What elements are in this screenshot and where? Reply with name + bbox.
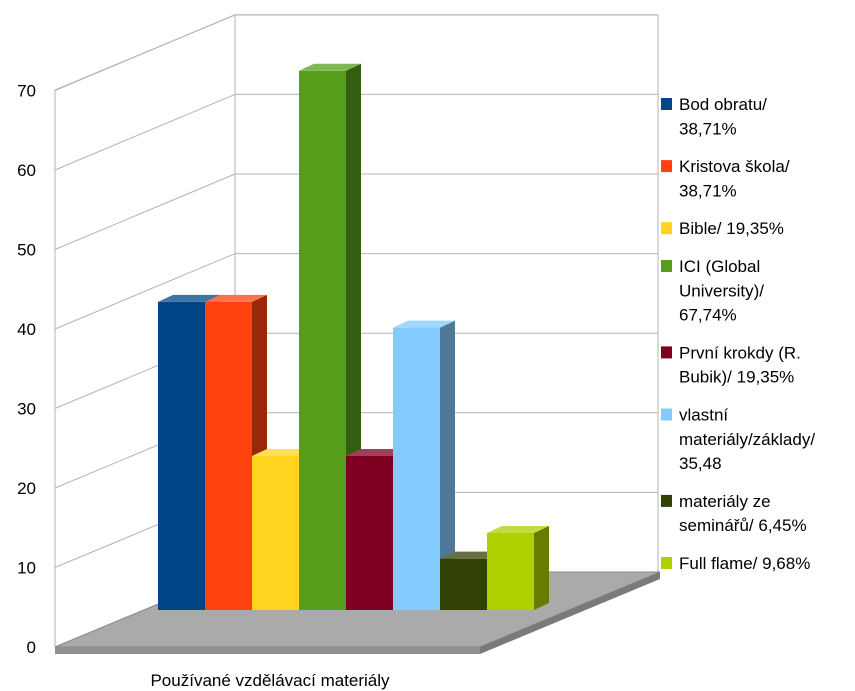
legend-item: materiály ze seminářů/ 6,45% [661, 492, 807, 535]
legend: Bod obratu/38,71%Kristova škola/38,71%Bi… [661, 95, 815, 573]
legend-item: Kristova škola/38,71% [661, 157, 790, 200]
legend-swatch [661, 346, 672, 359]
y-tick-label: 50 [17, 241, 36, 260]
legend-swatch [661, 557, 672, 569]
y-tick-label: 40 [17, 320, 36, 339]
legend-label: materiály ze [679, 492, 771, 511]
bar-front [205, 301, 252, 610]
floor-front-edge [55, 647, 480, 654]
bar-front [440, 558, 487, 610]
legend-item: Full flame/ 9,68% [661, 554, 810, 573]
legend-swatch [661, 260, 672, 272]
bar-side [534, 525, 549, 610]
bar-top [393, 320, 455, 328]
bar [393, 320, 455, 610]
legend-swatch [661, 494, 672, 507]
bar-top [440, 551, 502, 559]
bar-front [346, 455, 393, 610]
bar-front [299, 70, 346, 610]
legend-label: materiály/základy/ [679, 430, 815, 449]
bar-front [252, 455, 299, 610]
bar-front [158, 301, 205, 610]
legend-item: Bod obratu/38,71% [661, 95, 767, 138]
legend-label: seminářů/ 6,45% [679, 516, 807, 535]
legend-label: 35,48 [679, 454, 722, 473]
legend-label: 67,74% [679, 306, 737, 325]
legend-swatch [661, 98, 672, 110]
legend-swatch [661, 408, 672, 421]
floor-side-edge [480, 572, 660, 654]
legend-label: Bible/ 19,35% [679, 219, 784, 238]
legend-label: vlastní [679, 406, 728, 425]
legend-label: Bod obratu/ [679, 95, 767, 114]
y-tick-label: 70 [17, 82, 36, 101]
bar-top [346, 448, 408, 456]
legend-label: 38,71% [679, 119, 737, 138]
legend-swatch [661, 222, 672, 235]
y-axis: 0 10 20 30 40 50 60 70 [17, 82, 36, 658]
x-axis-label: Používané vzdělávací materiály [150, 671, 390, 690]
legend-label: První krokdy (R. [679, 343, 801, 362]
y-tick-label: 0 [27, 638, 36, 657]
bar-front [487, 532, 534, 610]
bar-top [299, 63, 361, 71]
bar-front [393, 327, 440, 610]
bar [487, 525, 549, 610]
gridline-side [54, 173, 236, 250]
gridline-side [54, 93, 236, 171]
bar-top [205, 294, 267, 302]
legend-label: ICI (Global [679, 257, 760, 276]
legend-item: První krokdy (R. Bubik)/ 19,35% [661, 343, 801, 387]
legend-item: ICI (Global University)/ 67,74% [661, 257, 764, 325]
legend-swatch [661, 160, 672, 173]
bar-group [158, 63, 549, 610]
legend-item: vlastní materiály/základy/35,48 [661, 406, 815, 473]
bar-top [252, 448, 314, 456]
gridline-side [54, 253, 236, 330]
legend-item: Bible/ 19,35% [661, 219, 784, 238]
legend-label: Bubik)/ 19,35% [679, 368, 794, 387]
legend-label: 38,71% [679, 181, 737, 200]
legend-label: Kristova škola/ [679, 157, 790, 176]
bar-top [158, 294, 220, 302]
bar-side [440, 320, 455, 610]
y-tick-label: 30 [17, 400, 36, 419]
legend-label: University)/ [679, 281, 764, 300]
legend-label: Full flame/ 9,68% [679, 554, 810, 573]
y-tick-label: 20 [17, 479, 36, 498]
wall-top-edge-side [54, 14, 236, 91]
bar-top [487, 525, 549, 533]
y-tick-label: 60 [17, 161, 36, 180]
y-tick-label: 10 [17, 559, 36, 578]
